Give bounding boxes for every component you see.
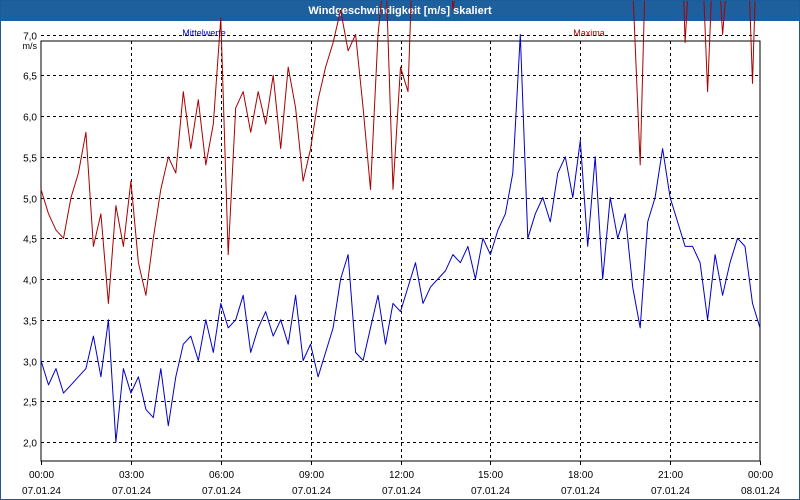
y-tick-label: 2,5	[23, 398, 37, 409]
x-tick-time: 00:00	[748, 470, 773, 481]
x-tick-date: 07.01.24	[112, 486, 151, 497]
x-tick-time: 00:00	[29, 470, 54, 481]
y-tick-label: 3,5	[23, 317, 37, 328]
y-tick-label: 4,5	[23, 235, 37, 246]
series-line-maxima	[40, 1, 756, 304]
x-tick-date: 07.01.24	[22, 486, 61, 497]
y-tick-label: 3,0	[23, 358, 37, 369]
x-tick-time: 12:00	[389, 470, 414, 481]
y-tick-label: 5,5	[23, 154, 37, 165]
window-title: Windgeschwindigkeit [m/s] skaliert	[1, 1, 799, 21]
y-tick-label: 6,0	[23, 113, 37, 124]
x-tick-time: 09:00	[299, 470, 324, 481]
x-tick-date: 07.01.24	[382, 486, 421, 497]
x-tick-time: 15:00	[478, 470, 503, 481]
y-tick-label: 7,5	[23, 1, 37, 2]
y-tick-label: 5,0	[23, 195, 37, 206]
x-tick-time: 21:00	[658, 470, 683, 481]
x-tick-date: 07.01.24	[471, 486, 510, 497]
x-tick-time: 18:00	[568, 470, 593, 481]
x-tick-date: 07.01.24	[292, 486, 331, 497]
series-line-mittelwerte	[40, 34, 761, 443]
legend-maxima: Maxima	[573, 28, 605, 38]
y-axis-label: m/s	[23, 41, 38, 51]
y-tick-label: 7,0	[23, 32, 37, 43]
x-tick-date: 07.01.24	[561, 486, 600, 497]
y-tick-label: 4,0	[23, 276, 37, 287]
legend-mittelwerte: Mittelwerte	[182, 28, 226, 38]
x-tick-time: 03:00	[119, 470, 144, 481]
x-tick-time: 06:00	[209, 470, 234, 481]
y-tick-label: 6,5	[23, 72, 37, 83]
x-tick-date: 07.01.24	[202, 486, 241, 497]
x-tick-date: 08.01.24	[741, 486, 780, 497]
plot-area	[40, 40, 761, 462]
y-tick-label: 2,0	[23, 439, 37, 450]
x-tick-date: 07.01.24	[651, 486, 690, 497]
